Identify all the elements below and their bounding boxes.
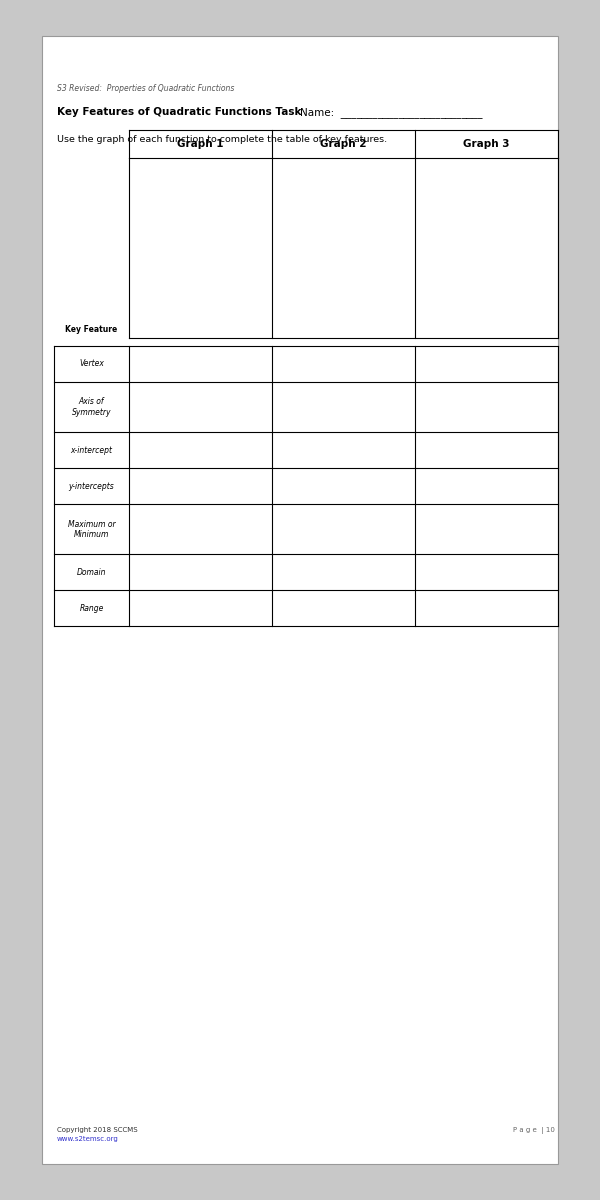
Text: Graph 2: Graph 2 [320,139,367,149]
Text: Vertex: Vertex [79,359,104,368]
Text: Axis of
Symmetry: Axis of Symmetry [72,397,111,416]
Text: www.s2temsc.org: www.s2temsc.org [57,1136,119,1142]
Text: Graph 3: Graph 3 [463,139,510,149]
Text: Range: Range [79,604,104,613]
Text: Key Feature: Key Feature [65,324,118,334]
Text: Name:  ___________________________: Name: ___________________________ [300,107,482,118]
Text: Graph 1: Graph 1 [177,139,224,149]
Text: Key Features of Quadratic Functions Task: Key Features of Quadratic Functions Task [57,107,302,118]
Text: S3 Revised:  Properties of Quadratic Functions: S3 Revised: Properties of Quadratic Func… [57,84,235,94]
Text: Copyright 2018 SCCMS: Copyright 2018 SCCMS [57,1127,137,1133]
Text: y-intercepts: y-intercepts [68,481,115,491]
Text: Use the graph of each function to complete the table of key features.: Use the graph of each function to comple… [57,134,387,144]
Text: Domain: Domain [77,568,106,577]
Text: P a g e  | 10: P a g e | 10 [513,1127,555,1134]
Text: x-intercept: x-intercept [71,445,113,455]
Text: Maximum or
Minimum: Maximum or Minimum [68,520,115,539]
